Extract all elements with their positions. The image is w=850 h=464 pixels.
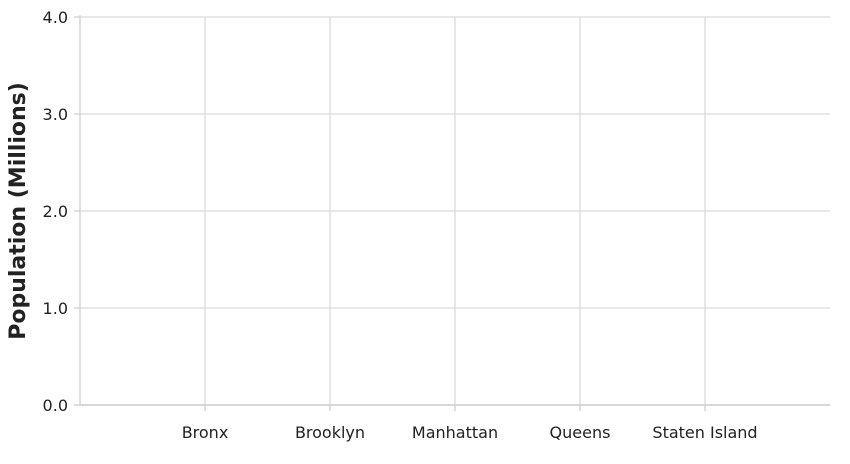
x-tick-label: Queens: [550, 423, 611, 442]
y-tick-label: 4.0: [43, 8, 68, 27]
x-tick-label: Brooklyn: [295, 423, 365, 442]
tick-label-layer: 0.0 1.0 2.0 3.0 4.0 Bronx Brooklyn Manhattan Que…: [43, 8, 758, 442]
y-tick-label: 0.0: [43, 396, 68, 415]
grid-layer: [80, 16, 830, 405]
x-tick-label: Staten Island: [652, 423, 757, 442]
axis-layer: [74, 15, 830, 411]
x-tick-label: Manhattan: [412, 423, 498, 442]
y-tick-label: 3.0: [43, 105, 68, 124]
x-tick-label: Bronx: [182, 423, 229, 442]
y-tick-label: 1.0: [43, 299, 68, 318]
y-tick-label: 2.0: [43, 202, 68, 221]
y-axis-title: Population (Millions): [6, 82, 31, 340]
